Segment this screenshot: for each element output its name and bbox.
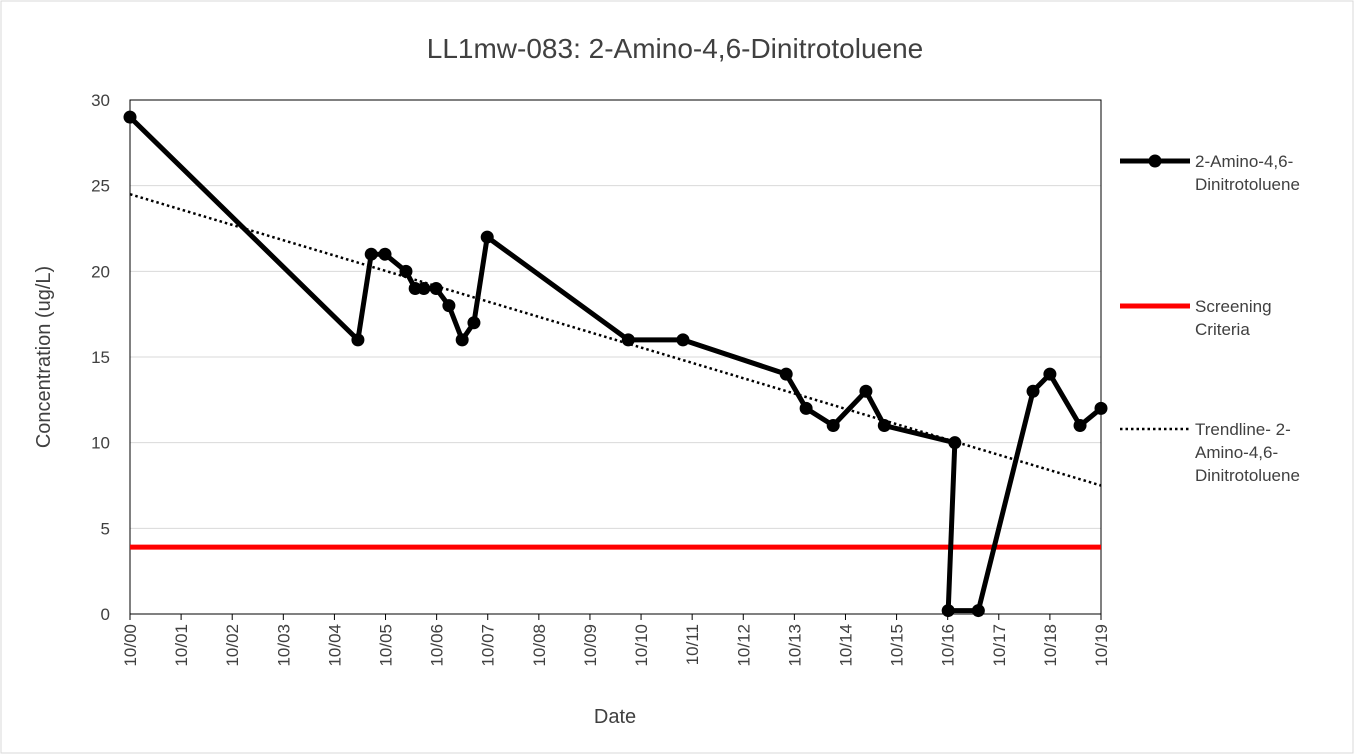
data-point	[455, 333, 469, 347]
plot-frame	[129, 99, 1102, 615]
y-tick-label: 0	[101, 605, 110, 624]
y-tick-label: 10	[91, 434, 110, 453]
data-point	[948, 436, 962, 450]
x-tick-label: 10/17	[990, 624, 1009, 667]
x-tick-label: 10/10	[632, 624, 651, 667]
data-point	[417, 281, 431, 295]
y-tick-label: 25	[91, 177, 110, 196]
legend-label: Screening Criteria	[1195, 297, 1272, 339]
data-point	[123, 110, 137, 124]
legend-label: Trendline- 2-Amino-4,6-Dinitrotoluene	[1195, 420, 1300, 485]
data-point	[941, 604, 955, 618]
data-point	[779, 367, 793, 381]
data-point	[442, 299, 456, 313]
data-point	[364, 247, 378, 261]
y-tick-label: 15	[91, 348, 110, 367]
y-axis-label: Concentration (ug/L)	[33, 266, 55, 448]
data-point	[467, 316, 481, 330]
x-tick-label: 10/15	[888, 624, 907, 667]
x-tick-label: 10/18	[1041, 624, 1060, 667]
series-line	[129, 193, 1102, 487]
y-tick-label: 5	[101, 519, 110, 538]
data-point	[351, 333, 365, 347]
data-point	[378, 247, 392, 261]
legend-label: 2-Amino-4,6-Dinitrotoluene	[1195, 152, 1300, 194]
x-tick-label: 10/01	[172, 624, 191, 667]
data-point	[859, 384, 873, 398]
data-point	[429, 281, 443, 295]
x-tick-label: 10/08	[530, 624, 549, 667]
data-point	[971, 604, 985, 618]
x-tick-label: 10/14	[836, 624, 855, 667]
data-point	[1094, 401, 1108, 415]
y-tick-label: 20	[91, 262, 110, 281]
x-tick-label: 10/02	[223, 624, 242, 667]
data-point	[826, 419, 840, 433]
legend-marker	[1148, 154, 1162, 168]
data-point	[799, 401, 813, 415]
data-point	[1026, 384, 1040, 398]
x-tick-label: 10/00	[121, 624, 140, 667]
data-point	[1043, 367, 1057, 381]
x-tick-label: 10/04	[325, 624, 344, 667]
x-tick-label: 10/13	[785, 624, 804, 667]
x-tick-label: 10/11	[683, 624, 702, 665]
x-tick-label: 10/12	[734, 624, 753, 667]
data-point	[621, 333, 635, 347]
x-tick-label: 10/03	[274, 624, 293, 667]
data-point	[676, 333, 690, 347]
x-tick-label: 10/19	[1092, 624, 1111, 667]
data-point	[1073, 419, 1087, 433]
x-tick-label: 10/16	[939, 624, 958, 667]
x-tick-label: 10/09	[581, 624, 600, 667]
x-tick-label: 10/06	[428, 624, 447, 667]
x-tick-label: 10/07	[479, 624, 498, 667]
data-point	[877, 419, 891, 433]
data-point	[399, 264, 413, 278]
data-point	[480, 230, 494, 244]
y-tick-label: 30	[91, 91, 110, 110]
x-axis-label: Date	[594, 706, 636, 728]
chart-title: LL1mw-083: 2-Amino-4,6-Dinitrotoluene	[427, 33, 923, 64]
x-tick-label: 10/05	[377, 624, 396, 667]
